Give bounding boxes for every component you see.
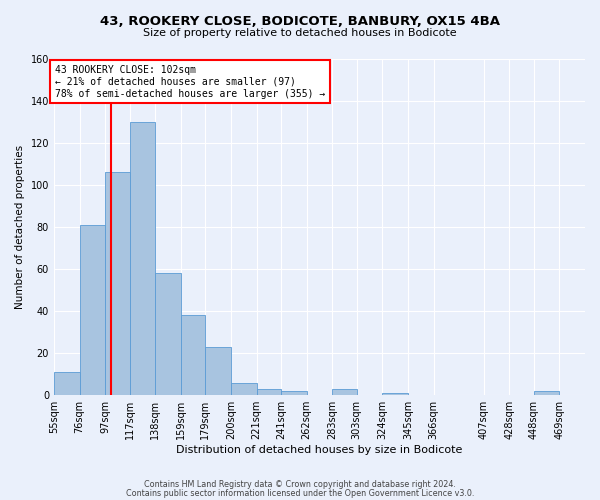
X-axis label: Distribution of detached houses by size in Bodicote: Distribution of detached houses by size … [176, 445, 463, 455]
Bar [181, 316, 205, 395]
Bar [80, 225, 105, 395]
Text: Size of property relative to detached houses in Bodicote: Size of property relative to detached ho… [143, 28, 457, 38]
Bar [105, 172, 130, 395]
Bar [155, 274, 181, 395]
Bar [205, 347, 231, 395]
Bar [534, 391, 559, 395]
Bar [257, 389, 281, 395]
Text: Contains public sector information licensed under the Open Government Licence v3: Contains public sector information licen… [126, 489, 474, 498]
Y-axis label: Number of detached properties: Number of detached properties [15, 145, 25, 309]
Text: 43, ROOKERY CLOSE, BODICOTE, BANBURY, OX15 4BA: 43, ROOKERY CLOSE, BODICOTE, BANBURY, OX… [100, 15, 500, 28]
Bar [231, 382, 257, 395]
Bar [382, 393, 408, 395]
Bar [130, 122, 155, 395]
Bar [281, 391, 307, 395]
Bar [332, 389, 356, 395]
Text: Contains HM Land Registry data © Crown copyright and database right 2024.: Contains HM Land Registry data © Crown c… [144, 480, 456, 489]
Text: 43 ROOKERY CLOSE: 102sqm
← 21% of detached houses are smaller (97)
78% of semi-d: 43 ROOKERY CLOSE: 102sqm ← 21% of detach… [55, 66, 325, 98]
Bar [54, 372, 80, 395]
